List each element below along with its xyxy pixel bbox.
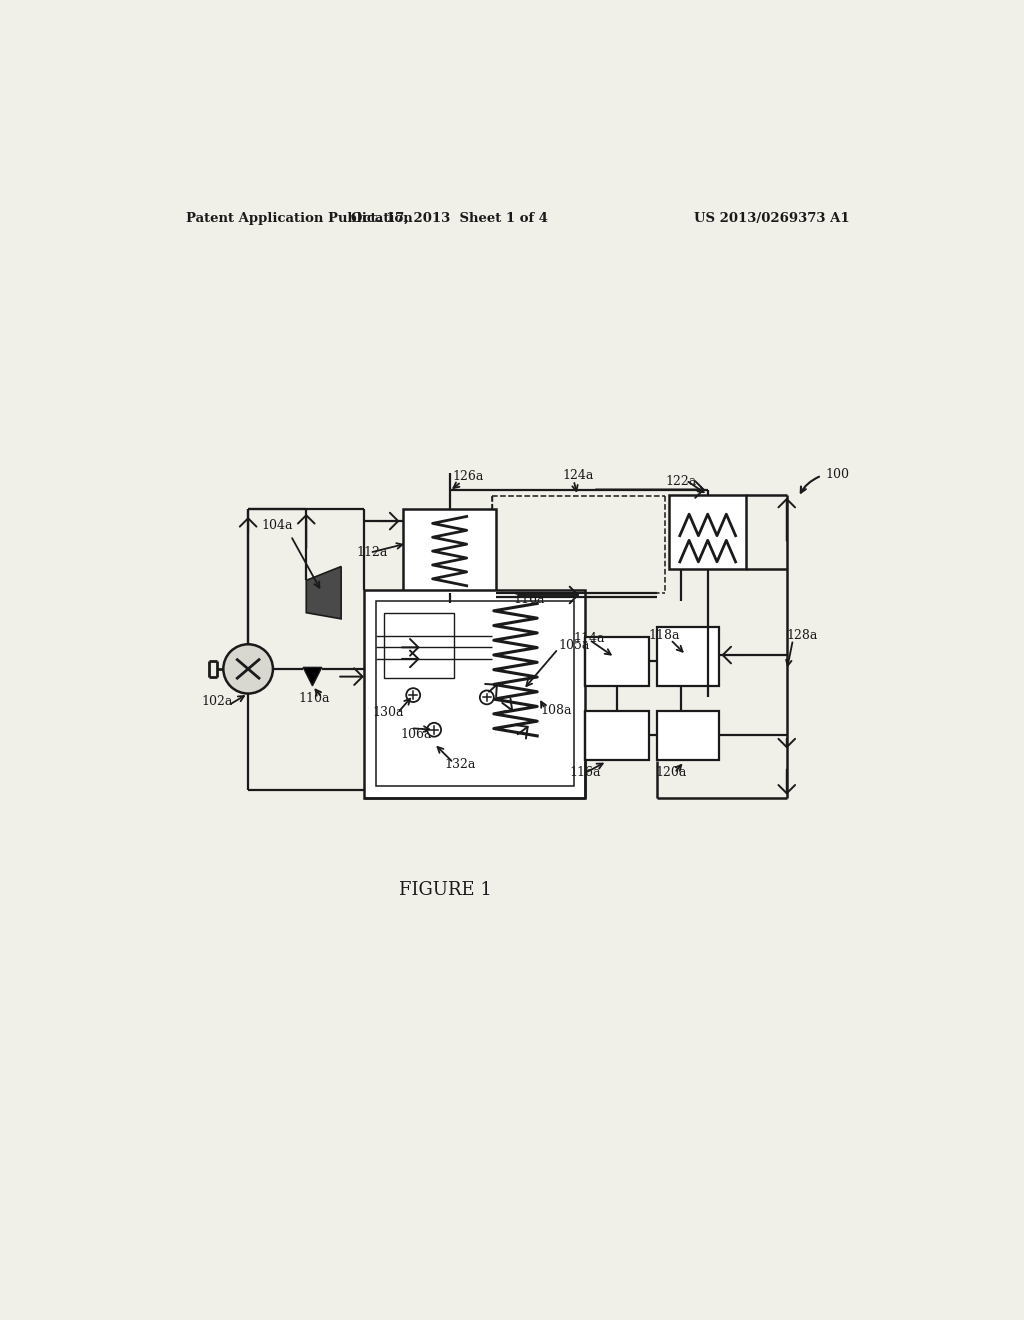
Text: 116a: 116a <box>513 593 545 606</box>
Text: 116a: 116a <box>569 767 601 779</box>
Text: 128a: 128a <box>786 630 818 643</box>
Bar <box>586 711 649 760</box>
Text: 106a: 106a <box>400 727 432 741</box>
Polygon shape <box>303 668 322 686</box>
Text: 105a: 105a <box>558 639 590 652</box>
Bar <box>403 508 496 594</box>
Text: 132a: 132a <box>444 758 475 771</box>
Circle shape <box>223 644 273 693</box>
Text: 120a: 120a <box>655 766 686 779</box>
Text: 122a: 122a <box>665 475 696 488</box>
Bar <box>376 601 573 785</box>
Polygon shape <box>306 566 341 619</box>
Text: FIGURE 1: FIGURE 1 <box>399 880 493 899</box>
Text: 130a: 130a <box>373 706 404 719</box>
Text: 104a: 104a <box>261 519 293 532</box>
Circle shape <box>407 688 420 702</box>
Text: Patent Application Publication: Patent Application Publication <box>186 213 413 224</box>
Bar <box>657 627 719 686</box>
Text: 108a: 108a <box>541 704 571 717</box>
Text: 114a: 114a <box>573 631 605 644</box>
Bar <box>586 638 649 686</box>
Circle shape <box>427 723 441 737</box>
Circle shape <box>480 690 494 705</box>
Bar <box>657 711 719 760</box>
Bar <box>384 612 454 678</box>
Text: 126a: 126a <box>452 470 483 483</box>
Bar <box>365 590 586 797</box>
Text: US 2013/0269373 A1: US 2013/0269373 A1 <box>693 213 849 224</box>
Text: 110a: 110a <box>299 693 330 705</box>
Text: 102a: 102a <box>202 694 233 708</box>
Text: 124a: 124a <box>562 469 593 482</box>
Text: 118a: 118a <box>649 630 680 643</box>
Text: Oct. 17, 2013  Sheet 1 of 4: Oct. 17, 2013 Sheet 1 of 4 <box>351 213 548 224</box>
Text: 112a: 112a <box>356 546 388 560</box>
Text: 100: 100 <box>825 467 850 480</box>
Bar <box>669 495 746 569</box>
